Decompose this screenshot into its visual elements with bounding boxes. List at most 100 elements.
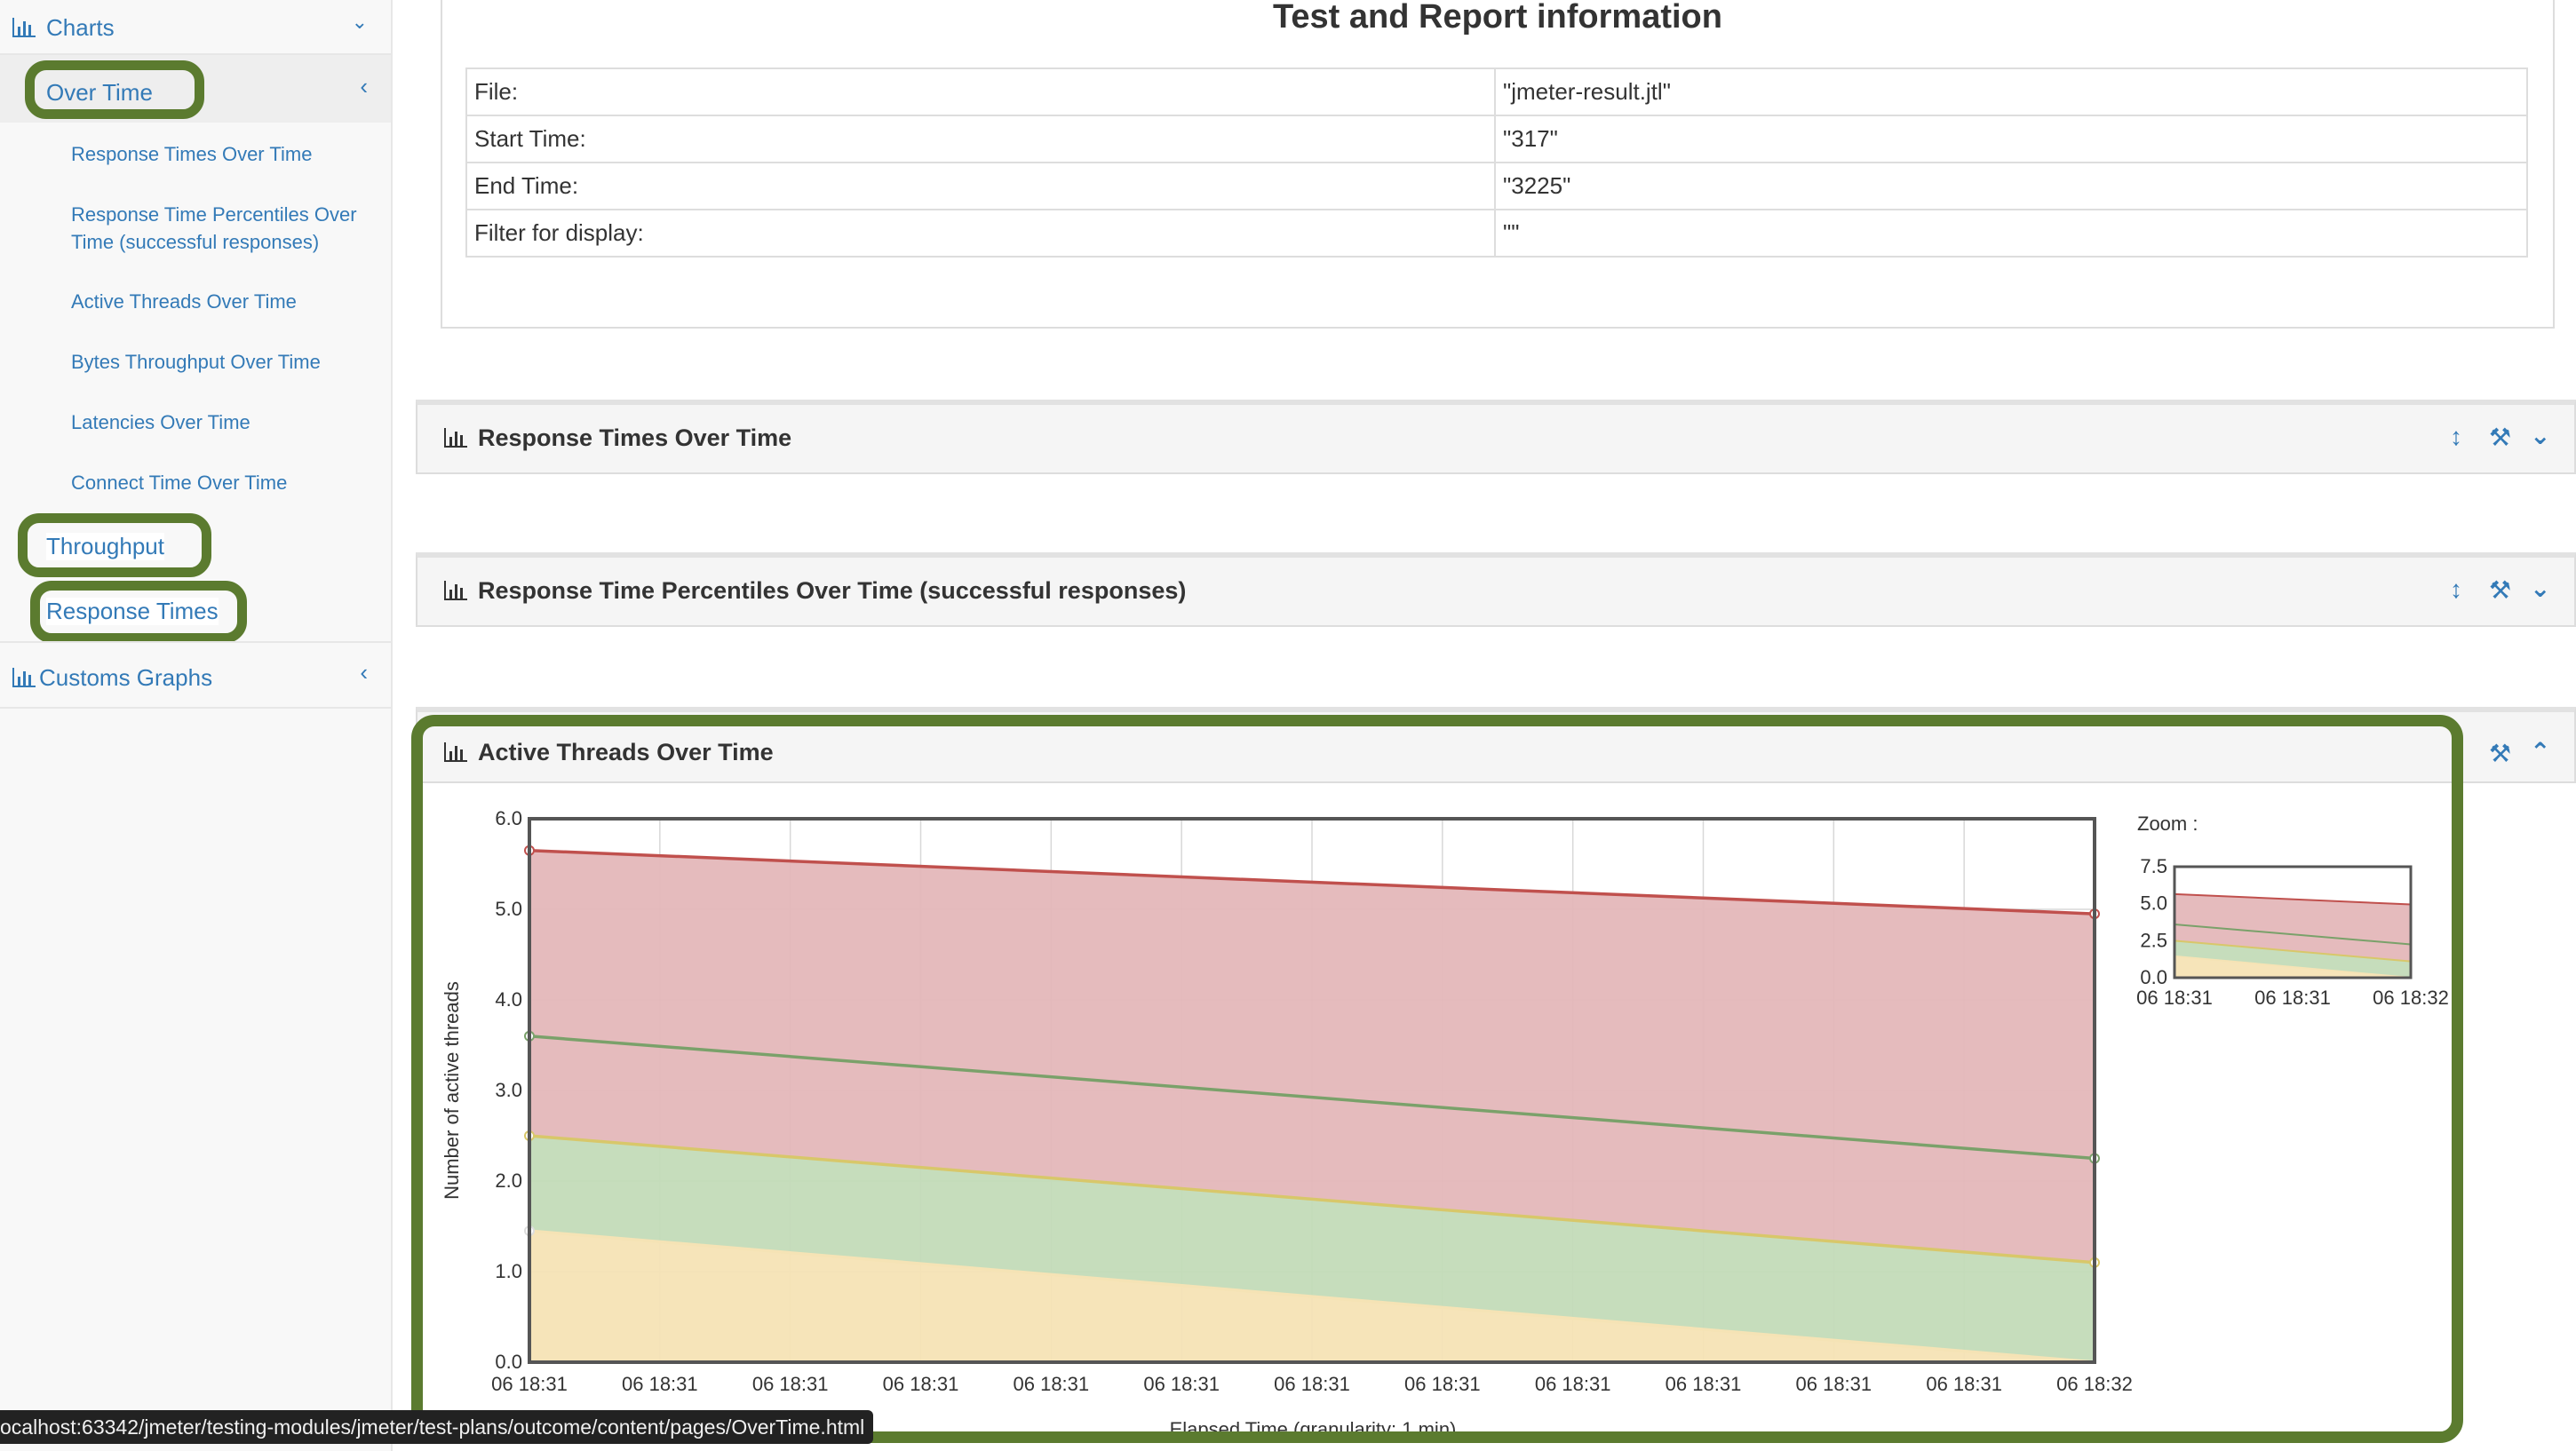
chevron-down-icon[interactable]: ⌄ xyxy=(351,11,368,33)
info-table: File: "jmeter-result.jtl" Start Time: "317… xyxy=(465,67,2528,258)
y-tick-label: 4.0 xyxy=(495,988,522,1011)
sidebar-item-connect-time[interactable]: Connect Time Over Time xyxy=(71,472,288,494)
sidebar-item-response-times[interactable]: Response Times Over Time xyxy=(71,143,313,165)
sidebar-item-bytes-throughput[interactable]: Bytes Throughput Over Time xyxy=(71,351,321,373)
panel-title: Response Times Over Time xyxy=(478,424,792,451)
x-tick-label: 06 18:31 xyxy=(491,1373,568,1395)
info-title: Test and Report information xyxy=(1273,0,1722,36)
table-row: File: "jmeter-result.jtl" xyxy=(465,67,2528,116)
nav-custom-graphs[interactable]: Customs Graphs ‹ xyxy=(0,641,391,709)
series-line-1 xyxy=(529,1134,2095,1265)
wrench-icon[interactable]: ⚒ xyxy=(2489,740,2512,767)
series-area-2 xyxy=(2174,924,2411,962)
plot-frame xyxy=(2173,865,2413,979)
series-line-0 xyxy=(529,1229,2095,1364)
info-value: "3225" xyxy=(1494,162,2528,210)
x-tick-label: 06 18:31 xyxy=(1796,1373,1872,1395)
y-tick-label: 2.5 xyxy=(2140,929,2167,951)
x-tick-label: 06 18:31 xyxy=(1666,1373,1742,1395)
y-tick-label: 7.5 xyxy=(2140,855,2167,877)
series-area-1 xyxy=(529,1136,2095,1362)
bar-chart-icon xyxy=(444,581,467,600)
series-area-1 xyxy=(2174,940,2411,978)
x-tick-label: 06 18:31 xyxy=(622,1373,698,1395)
y-tick-label: 5.0 xyxy=(2140,892,2167,915)
sidebar-item-percentiles[interactable]: Response Time Percentiles Over Time (suc… xyxy=(71,203,357,253)
y-tick-label: 0.0 xyxy=(495,1351,522,1373)
y-tick-label: 1.0 xyxy=(495,1260,522,1282)
nav-charts[interactable]: Charts ⌄ xyxy=(0,0,391,55)
highlight-active-threads xyxy=(411,715,2463,1443)
resize-vertical-icon[interactable]: ↕ xyxy=(2450,423,2462,450)
panel-response-times-header[interactable]: Response Times Over Time ↕ ⚒ ⌄ xyxy=(416,400,2576,474)
table-row: Filter for display: "" xyxy=(465,209,2528,258)
sidebar: Charts ⌄ ‹ Over Time Response Times Over… xyxy=(0,0,393,1451)
nav-custom-graphs-label: Customs Graphs xyxy=(39,664,213,691)
x-tick-label: 06 18:31 xyxy=(752,1373,829,1395)
nav-charts-label: Charts xyxy=(46,14,115,41)
chevron-up-icon[interactable]: ⌃ xyxy=(2530,738,2551,765)
resize-vertical-icon[interactable]: ↕ xyxy=(2450,575,2462,603)
sidebar-item-latencies[interactable]: Latencies Over Time xyxy=(71,411,250,433)
panel-percentiles-header[interactable]: Response Time Percentiles Over Time (suc… xyxy=(416,552,2576,627)
chevron-left-icon[interactable]: ‹ xyxy=(360,73,368,99)
y-tick-label: 0.0 xyxy=(2140,966,2167,988)
series-line-1 xyxy=(2174,940,2412,963)
zoom-label: Zoom : xyxy=(2137,813,2198,835)
info-label: End Time: xyxy=(465,162,1496,210)
info-label: Start Time: xyxy=(465,115,1496,163)
x-tick-label: 06 18:31 xyxy=(2136,987,2213,1009)
series-line-2 xyxy=(2174,924,2412,946)
y-tick-label: 2.0 xyxy=(495,1170,522,1192)
x-tick-label: 06 18:31 xyxy=(1274,1373,1350,1395)
info-value: "317" xyxy=(1494,115,2528,163)
info-value: "jmeter-result.jtl" xyxy=(1494,67,2528,116)
sidebar-item-active-threads[interactable]: Active Threads Over Time xyxy=(71,290,297,313)
chevron-down-icon[interactable]: ⌄ xyxy=(2530,575,2551,602)
table-row: End Time: "3225" xyxy=(465,162,2528,210)
wrench-icon[interactable]: ⚒ xyxy=(2489,424,2512,451)
info-label: File: xyxy=(465,67,1496,116)
x-tick-label: 06 18:32 xyxy=(2056,1373,2133,1395)
y-tick-label: 5.0 xyxy=(495,898,522,920)
x-tick-label: 06 18:31 xyxy=(1535,1373,1611,1395)
bar-chart-icon xyxy=(444,428,467,448)
series-line-3 xyxy=(529,848,2095,916)
panel-title: Response Time Percentiles Over Time (suc… xyxy=(478,577,1187,604)
panel-title: Active Threads Over Time xyxy=(478,739,774,765)
chevron-left-icon[interactable]: ‹ xyxy=(360,659,368,686)
series-line-0 xyxy=(2174,955,2412,979)
y-axis-label: Number of active threads xyxy=(441,981,463,1200)
highlight-over-time xyxy=(25,60,204,119)
nav-over-time-label[interactable]: Over Time xyxy=(46,79,153,106)
y-tick-label: 6.0 xyxy=(495,807,522,829)
series-area-2 xyxy=(529,1035,2095,1263)
x-tick-label: 06 18:31 xyxy=(1404,1373,1481,1395)
highlight-throughput xyxy=(18,513,211,577)
info-label: Filter for display: xyxy=(465,209,1496,258)
series-line-3 xyxy=(2174,892,2412,906)
status-bar-url: ocalhost:63342/jmeter/testing-modules/jm… xyxy=(0,1410,874,1444)
x-tick-label: 06 18:31 xyxy=(1926,1373,2002,1395)
series-area-3 xyxy=(529,850,2095,1159)
y-tick-label: 3.0 xyxy=(495,1079,522,1101)
info-value: "" xyxy=(1494,209,2528,258)
nav-throughput[interactable]: Throughput xyxy=(46,533,164,560)
x-tick-label: 06 18:32 xyxy=(2373,987,2449,1009)
nav-response-times[interactable]: Response Times xyxy=(46,598,219,625)
series-line-2 xyxy=(529,1035,2095,1161)
chevron-down-icon[interactable]: ⌄ xyxy=(2530,422,2551,449)
bar-chart-icon xyxy=(12,16,36,44)
x-tick-label: 06 18:31 xyxy=(1143,1373,1220,1395)
test-report-info-panel: Test and Report information File: "jmeter… xyxy=(441,0,2555,329)
x-tick-label: 06 18:31 xyxy=(883,1373,959,1395)
wrench-icon[interactable]: ⚒ xyxy=(2489,576,2512,604)
x-tick-label: 06 18:31 xyxy=(2254,987,2331,1009)
x-tick-label: 06 18:31 xyxy=(1014,1373,1090,1395)
plot-frame xyxy=(528,817,2096,1364)
table-row: Start Time: "317" xyxy=(465,115,2528,163)
highlight-response-times xyxy=(30,581,247,643)
bar-chart-icon xyxy=(444,742,467,762)
series-area-3 xyxy=(2174,893,2411,945)
